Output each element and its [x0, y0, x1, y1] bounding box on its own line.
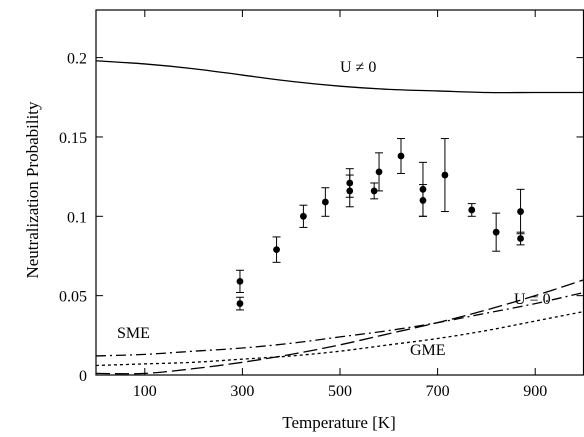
x-tick-label: 900 — [523, 383, 547, 400]
curve-sme — [96, 291, 584, 357]
data-point — [468, 206, 476, 214]
data-point — [492, 228, 500, 236]
x-tick-label: 300 — [230, 383, 254, 400]
curve-label-u-eq-0: U = 0 — [514, 291, 551, 308]
curve-label-gme: GME — [410, 342, 446, 359]
y-tick-label: 0.15 — [59, 130, 87, 147]
x-axis-label: Temperature [K] — [282, 413, 396, 432]
data-point — [397, 152, 405, 160]
data-point — [375, 168, 383, 176]
data-point — [517, 208, 524, 215]
x-tick-label: 100 — [133, 383, 157, 400]
curve-label-u-ne-0: U ≠ 0 — [340, 59, 376, 76]
curve-label-sme: SME — [117, 325, 150, 342]
y-tick-label: 0.05 — [59, 289, 87, 306]
data-point — [236, 300, 244, 307]
data-point — [346, 187, 354, 195]
data-point — [441, 171, 449, 179]
data-point — [300, 212, 307, 220]
data-point — [236, 277, 244, 285]
curve-u-ne-0 — [96, 60, 584, 94]
curve-u-eq-0 — [96, 279, 584, 375]
x-tick-label: 500 — [328, 383, 352, 400]
data-point — [517, 235, 524, 242]
data-point — [370, 187, 378, 195]
plot-area: 100 300 500 700 900 0 0.05 0.1 0.15 0.2 U ≠ 0 U = 0… — [59, 9, 584, 400]
data-point — [273, 246, 280, 254]
y-tick-label: 0.1 — [67, 209, 87, 226]
curve-gme — [96, 310, 584, 367]
data-point — [321, 198, 329, 206]
x-tick-label: 700 — [426, 383, 450, 400]
data-point — [419, 197, 427, 204]
y-tick-label: 0.2 — [67, 51, 87, 68]
y-axis-label: Neutralization Probability — [23, 101, 42, 279]
y-tick-label: 0 — [79, 368, 87, 385]
